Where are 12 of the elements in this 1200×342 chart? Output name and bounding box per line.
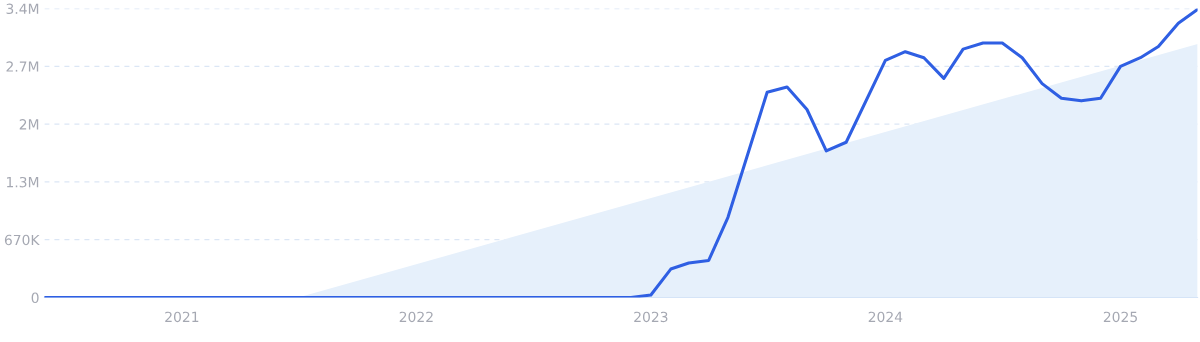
y-tick-label: 3.4M <box>6 3 39 15</box>
x-tick-label: 2024 <box>868 311 903 323</box>
line-series <box>44 8 1198 298</box>
x-tick-label: 2021 <box>165 311 199 323</box>
x-tick-label: 2025 <box>1103 311 1137 323</box>
y-tick-label: 1.3M <box>6 176 39 188</box>
x-tick-label: 2023 <box>634 311 668 323</box>
y-tick-label: 0 <box>31 292 39 304</box>
y-tick-label: 2.7M <box>6 61 39 72</box>
x-tick-label: 2022 <box>399 311 433 323</box>
y-tick-label: 2M <box>19 119 39 130</box>
y-tick-label: 670K <box>4 234 40 246</box>
